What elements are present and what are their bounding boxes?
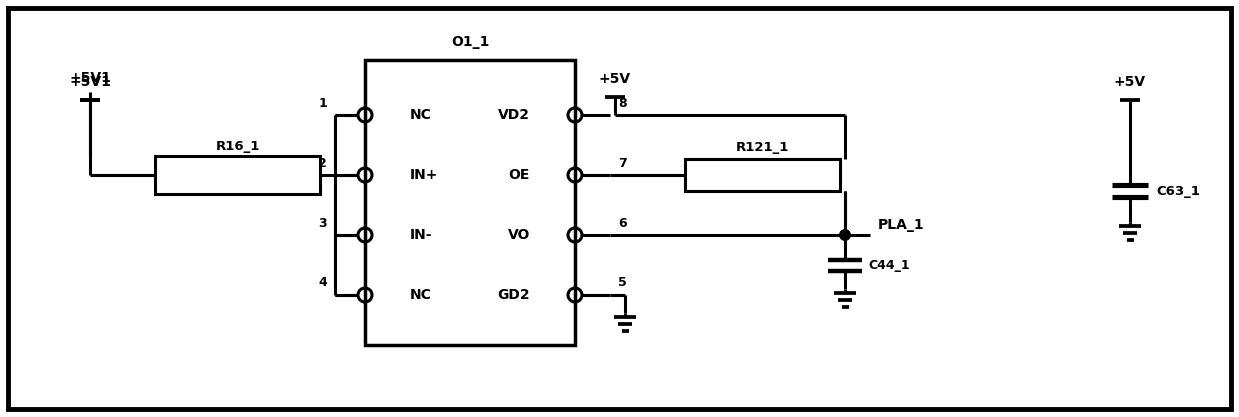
Text: 8: 8 — [618, 96, 627, 110]
Circle shape — [839, 229, 851, 241]
Text: 1: 1 — [318, 96, 327, 110]
Text: OE: OE — [509, 168, 530, 182]
Bar — [155, 156, 320, 194]
Text: IN+: IN+ — [410, 168, 439, 182]
Text: PLA_1: PLA_1 — [878, 218, 924, 232]
Bar — [685, 159, 840, 191]
Text: C44_1: C44_1 — [869, 259, 909, 272]
Text: 5: 5 — [618, 276, 627, 289]
Text: NC: NC — [410, 288, 432, 302]
Text: VD2: VD2 — [498, 108, 530, 122]
Text: R16_1: R16_1 — [216, 140, 260, 153]
Text: +5V: +5V — [1114, 75, 1146, 89]
Text: +5V1: +5V1 — [69, 75, 112, 89]
Text: +5V1: +5V1 — [69, 71, 112, 85]
Text: 7: 7 — [618, 156, 627, 169]
Text: IN-: IN- — [410, 228, 432, 242]
Text: O1_1: O1_1 — [451, 35, 489, 49]
Text: R121_1: R121_1 — [736, 141, 789, 153]
Text: +5V: +5V — [598, 72, 631, 86]
Text: 4: 4 — [318, 276, 327, 289]
Text: 2: 2 — [318, 156, 327, 169]
Text: VO: VO — [508, 228, 530, 242]
Text: C63_1: C63_1 — [1156, 184, 1199, 198]
Text: NC: NC — [410, 108, 432, 122]
Text: 6: 6 — [618, 216, 627, 229]
Text: 3: 3 — [318, 216, 327, 229]
Bar — [366, 60, 575, 345]
Text: GD2: GD2 — [497, 288, 530, 302]
